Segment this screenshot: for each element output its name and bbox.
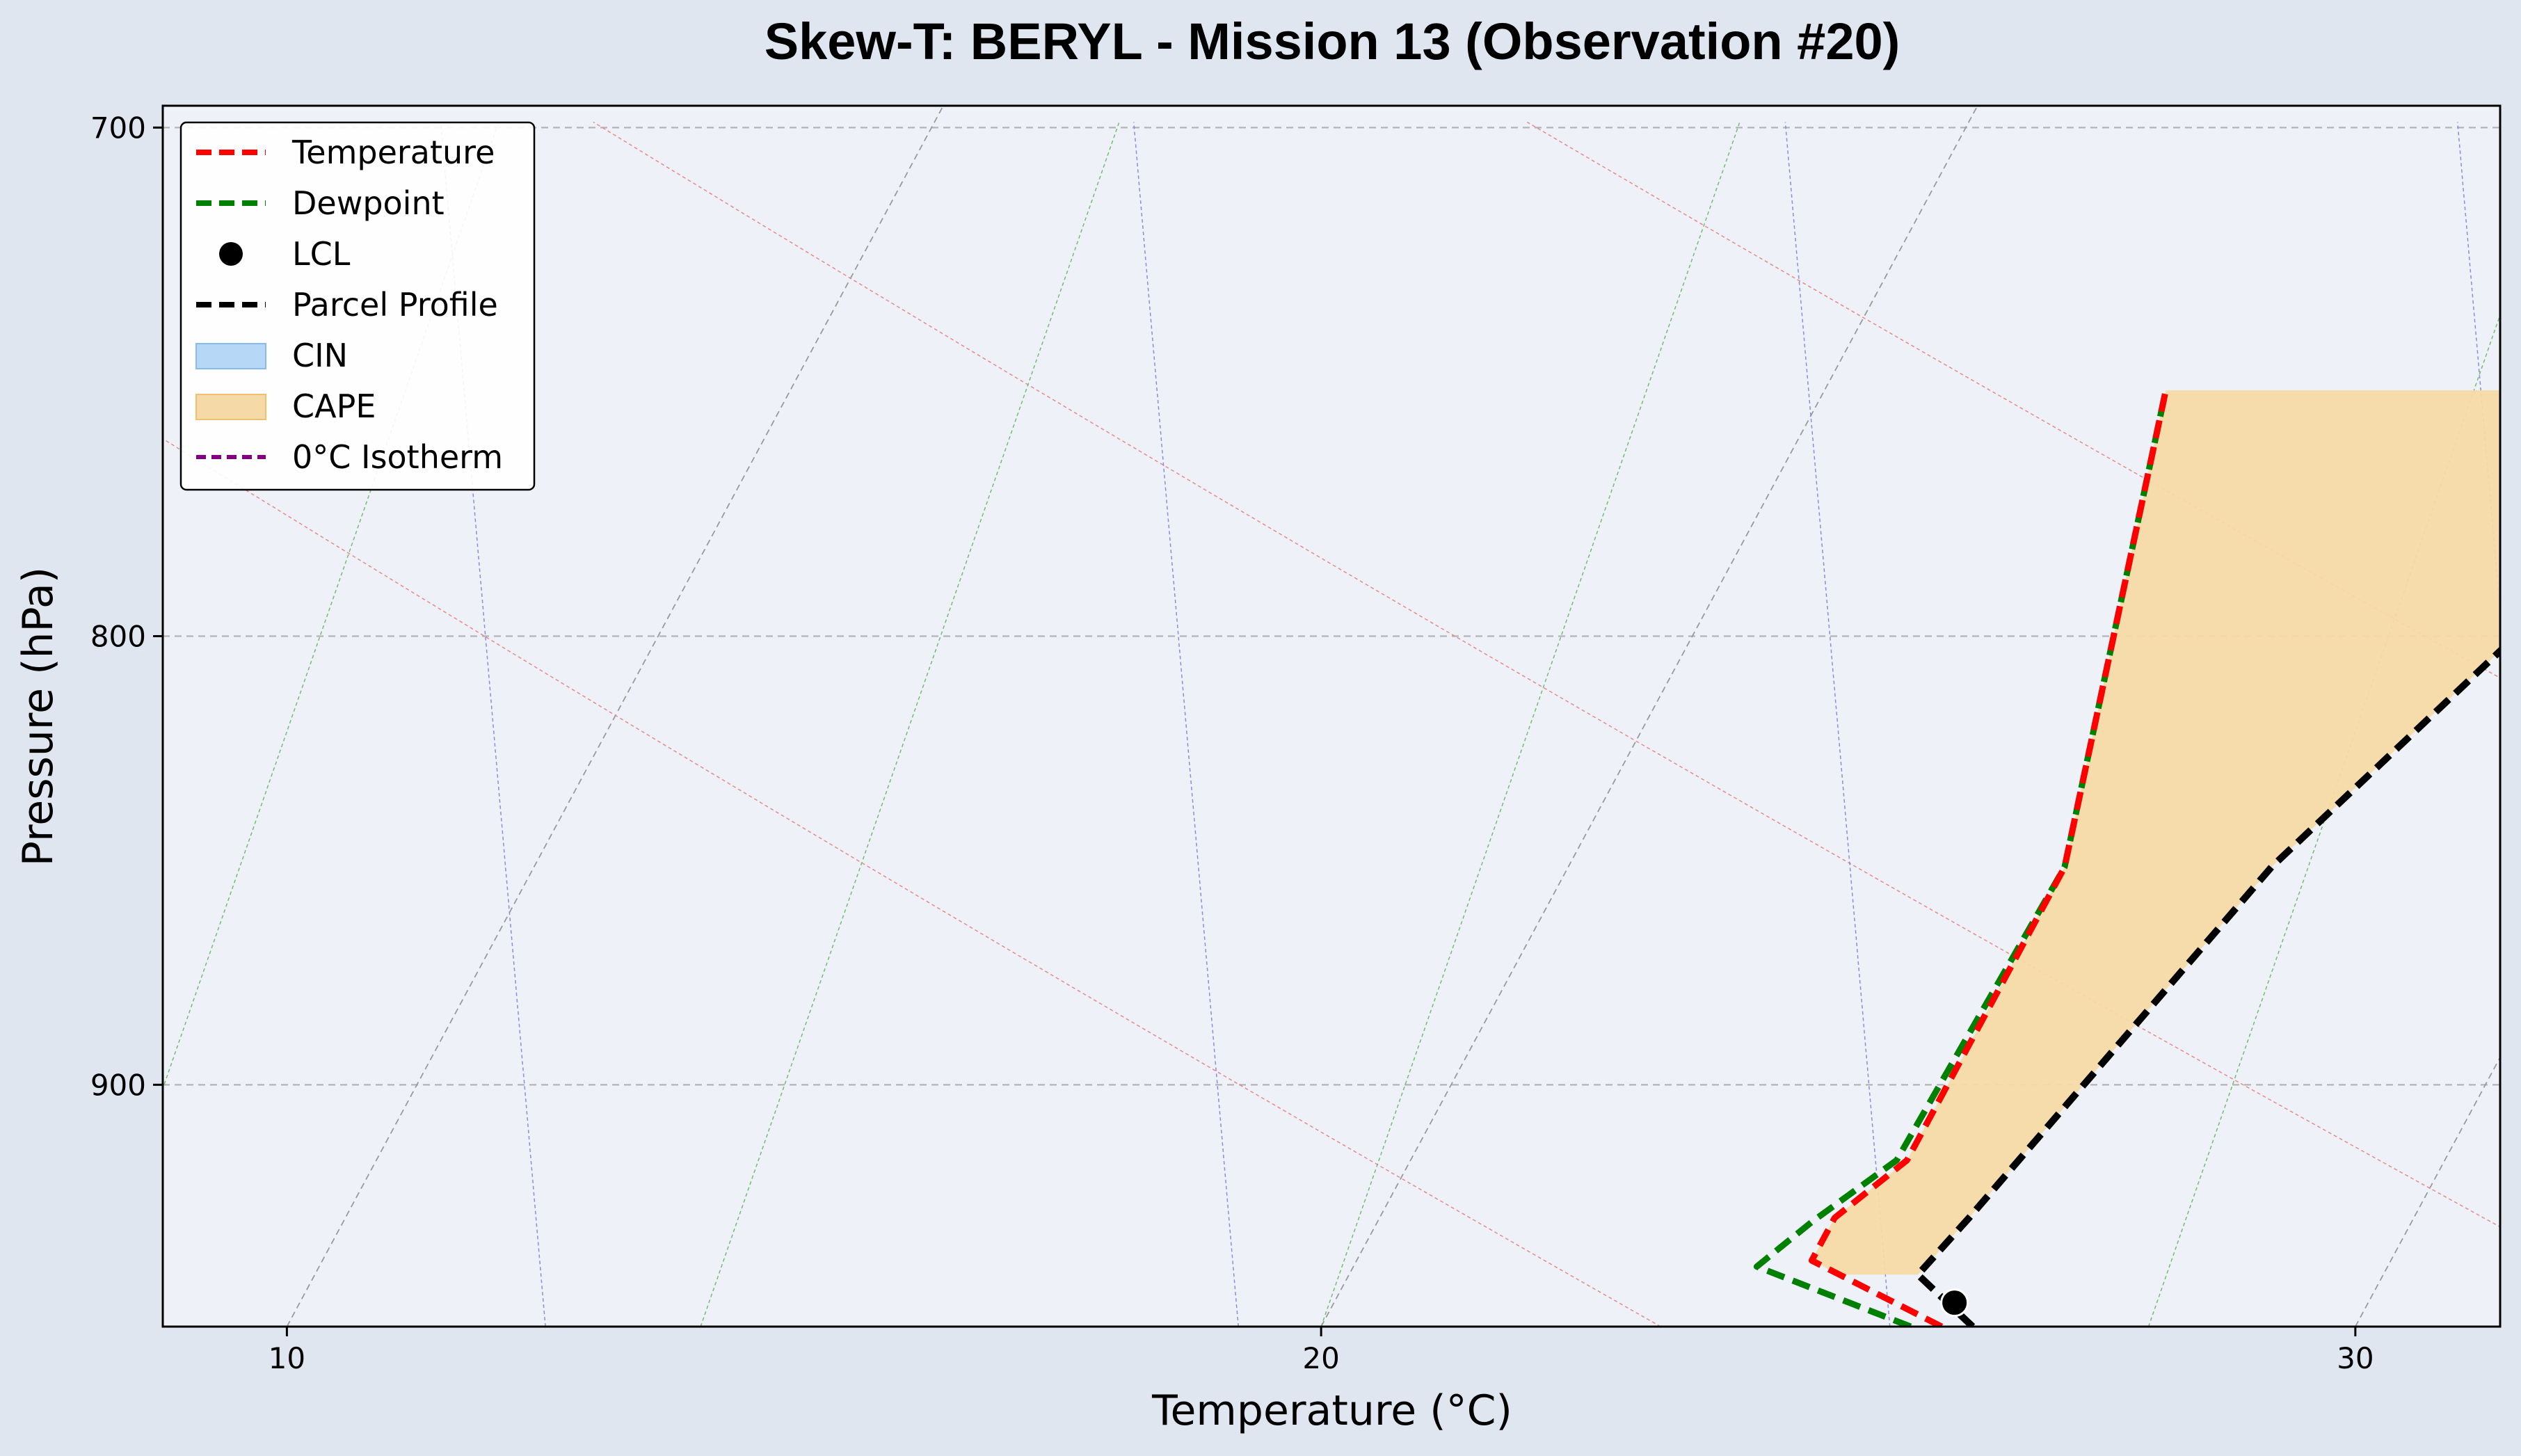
legend-parcel-label: Parcel Profile (292, 286, 498, 323)
y-tick-label: 800 (90, 619, 146, 653)
x-tick-label: 30 (2337, 1341, 2374, 1375)
lcl-marker (1940, 1288, 1969, 1318)
isotherm-line (2355, 1055, 2500, 1327)
legend-dewpoint-label: Dewpoint (292, 184, 445, 222)
isotherm-line (286, 106, 944, 1327)
cape-area (1812, 390, 2500, 1275)
dry-adiabat (593, 121, 2500, 1228)
x-axis-label: Temperature (°C) (1151, 1386, 1512, 1435)
y-axis-label: Pressure (hPa) (14, 567, 63, 866)
y-tick-label: 700 (90, 111, 146, 145)
legend-cape-label: CAPE (292, 387, 376, 425)
plot-frame (161, 104, 2502, 1328)
y-tick-label: 900 (90, 1068, 146, 1102)
x-tick-label: 10 (269, 1341, 305, 1375)
moist-adiabat (2457, 122, 2500, 618)
chart-title: Skew-T: BERYL - Mission 13 (Observation … (765, 13, 1900, 70)
legend-lcl-marker (219, 242, 243, 266)
moist-adiabat (1133, 122, 1239, 1327)
legend-box (179, 121, 536, 491)
isotherm-line (1320, 106, 1978, 1327)
legend-cin-label: CIN (292, 337, 348, 374)
parcel-profile-line (1914, 646, 2500, 1327)
legend-lcl-label: LCL (292, 235, 351, 273)
legend-cin-swatch (195, 343, 266, 369)
legend-isotherm-label: 0°C Isotherm (292, 438, 503, 476)
x-tick-label: 20 (1302, 1341, 1339, 1375)
moist-adiabat (1784, 122, 1891, 1327)
legend: Temperature Dewpoint LCL Parcel Profile … (179, 121, 536, 491)
legend-temperature-label: Temperature (291, 134, 495, 171)
dewpoint-line (1753, 390, 2169, 1327)
temperature-line (1808, 390, 2169, 1327)
legend-cape-swatch (195, 394, 266, 420)
